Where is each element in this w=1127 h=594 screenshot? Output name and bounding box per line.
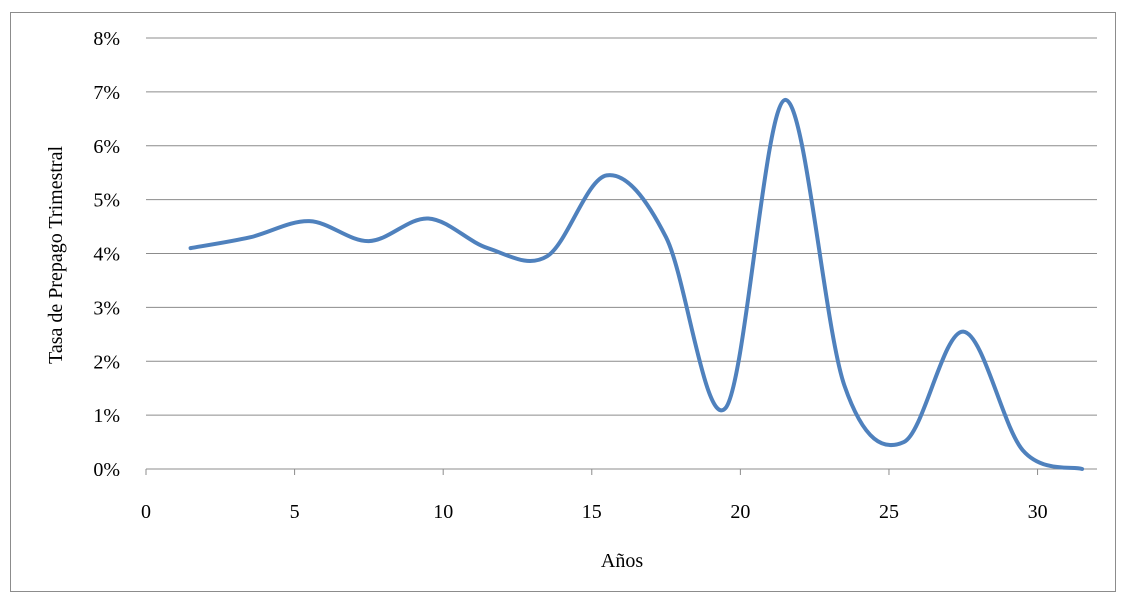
x-tick-label: 15 (582, 501, 602, 523)
x-tick-label: 10 (433, 501, 453, 523)
x-axis-title: Años (601, 550, 643, 572)
y-tick-label: 2% (93, 351, 120, 373)
x-tick-labels: 0 5 10 15 20 25 30 (141, 501, 1048, 523)
x-tick-label: 20 (730, 501, 750, 523)
series-layer (188, 97, 1085, 471)
y-tick-label: 6% (93, 136, 120, 158)
chart-frame (10, 12, 1116, 592)
y-tick-label: 0% (93, 459, 120, 481)
x-tick-label: 0 (141, 501, 151, 523)
x-tick-label: 25 (879, 501, 899, 523)
y-tick-label: 8% (93, 28, 120, 50)
y-tick-label: 1% (93, 405, 120, 427)
x-axis (145, 468, 1097, 475)
gridlines (146, 37, 1097, 416)
y-tick-label: 7% (93, 82, 120, 104)
y-tick-label: 4% (93, 244, 120, 266)
x-tick-label: 30 (1028, 501, 1048, 523)
y-tick-label: 3% (93, 297, 120, 319)
y-tick-label: 5% (93, 190, 120, 212)
series-line (188, 97, 1085, 471)
y-axis-title: Tasa de Prepago Trimestral (45, 146, 67, 364)
y-tick-labels: 0% 1% 2% 3% 4% 5% 6% 7% 8% (93, 28, 120, 481)
x-tick-label: 5 (290, 501, 300, 523)
